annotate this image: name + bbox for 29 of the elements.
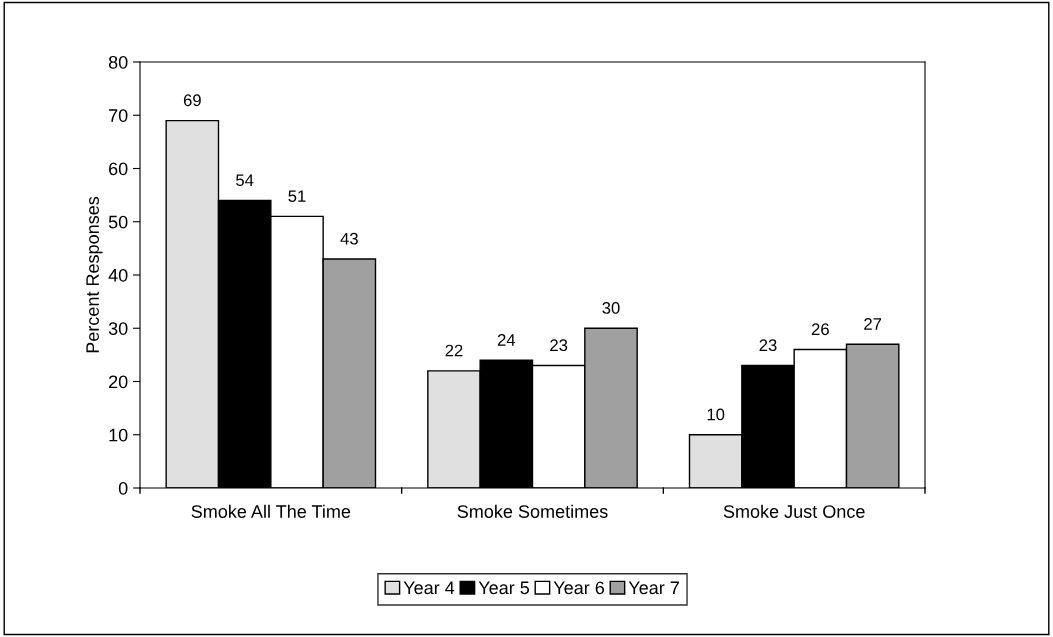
x-tick-label: Smoke All The Time [191, 504, 351, 518]
data-label: 51 [288, 190, 306, 203]
data-label: 22 [445, 344, 463, 357]
data-label: 23 [759, 339, 777, 352]
y-tick-label: 60 [109, 162, 128, 176]
data-label: 23 [550, 339, 568, 352]
y-axis-title: Percent Responses [86, 196, 103, 353]
x-tick-label: Smoke Just Once [723, 504, 865, 518]
data-label: 30 [602, 302, 620, 314]
data-label: 43 [340, 232, 358, 245]
y-tick-label: 70 [109, 109, 128, 122]
y-tick-label: 80 [108, 55, 128, 69]
data-label: 24 [497, 333, 516, 346]
legend-label: Year 5 [478, 581, 530, 595]
data-label: 26 [811, 323, 829, 336]
data-label: 54 [236, 174, 254, 187]
data-label: 27 [864, 318, 882, 330]
y-tick-label: 40 [108, 268, 128, 282]
x-tick-label: Smoke Sometimes [457, 504, 608, 518]
y-tick-label: 10 [109, 428, 128, 442]
data-label: 10 [707, 408, 725, 421]
data-label: 69 [183, 94, 201, 107]
y-tick-label: 50 [108, 215, 128, 229]
y-tick-label: 20 [109, 375, 128, 389]
legend-label: Year 4 [403, 581, 455, 595]
y-tick-label: 0 [118, 481, 128, 495]
y-tick-label: 30 [108, 322, 128, 335]
legend-label: Year 7 [628, 581, 679, 595]
legend-label: Year 6 [553, 581, 605, 595]
